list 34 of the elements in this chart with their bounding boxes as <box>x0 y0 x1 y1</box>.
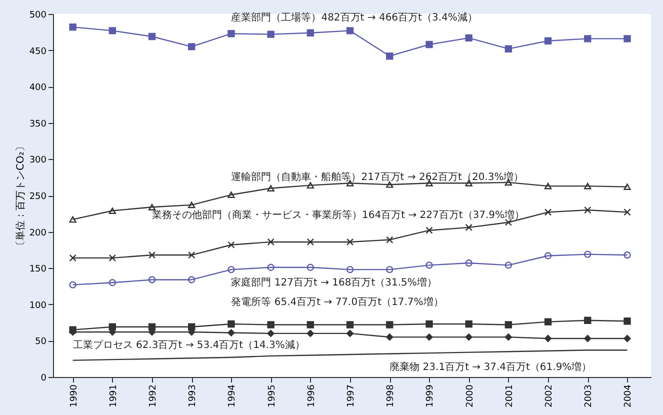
y-tick-label: 250 <box>29 192 47 202</box>
series-label: 産業部門（工場等）482百万t → 466百万t（3.4%減） <box>231 12 478 24</box>
x-tick-label: 2000 <box>465 384 476 408</box>
x-tick-label: 1995 <box>267 384 278 408</box>
x-tick-label: 2002 <box>544 384 555 408</box>
y-tick-label: 300 <box>29 156 47 166</box>
x-tick-label: 2004 <box>624 384 634 408</box>
y-tick-label: 50 <box>35 337 47 348</box>
x-tick-label: 1992 <box>148 384 159 408</box>
y-tick-label: 400 <box>29 83 47 94</box>
x-tick-label: 1999 <box>426 384 436 408</box>
x-tick-label: 1990 <box>69 384 80 408</box>
series-label: 工業プロセス 62.3百万t → 53.4百万t（14.3%減） <box>72 338 305 351</box>
series-label: 家庭部門 127百万t → 168百万t（31.5%増） <box>231 276 437 289</box>
series-label: 業務その他部門（商業・サービス・事業所等）164百万t → 227百万t（37.9%増） <box>152 209 525 222</box>
x-tick-label: 2001 <box>504 384 515 408</box>
y-tick-label: 0 <box>40 374 47 384</box>
series-label: 廃棄物 23.1百万t → 37.4百万t（61.9%増） <box>390 360 592 373</box>
series-label: 発電所等 65.4百万t → 77.0百万t（17.7%増） <box>231 296 444 308</box>
x-tick-label: 1994 <box>228 384 238 408</box>
y-tick-label: 150 <box>29 264 47 275</box>
y-tick-label: 500 <box>29 10 47 20</box>
x-tick-label: 2003 <box>584 384 594 408</box>
y-tick-label: 350 <box>29 119 47 130</box>
x-tick-label: 1998 <box>386 384 396 408</box>
x-tick-label: 1993 <box>188 384 198 408</box>
x-tick-label: 1991 <box>108 384 119 408</box>
x-tick-label: 1997 <box>346 384 357 408</box>
y-tick-label: 100 <box>29 300 47 311</box>
y-tick-label: 450 <box>29 46 47 57</box>
y-tick-label: 200 <box>29 228 47 238</box>
x-tick-label: 1996 <box>306 384 317 408</box>
y-axis-title: 〔単位：百万トンCO₂〕 <box>14 142 26 250</box>
series-label: 運輸部門（自動車・船舶等）217百万t → 262百万t（20.3%増） <box>231 170 524 183</box>
